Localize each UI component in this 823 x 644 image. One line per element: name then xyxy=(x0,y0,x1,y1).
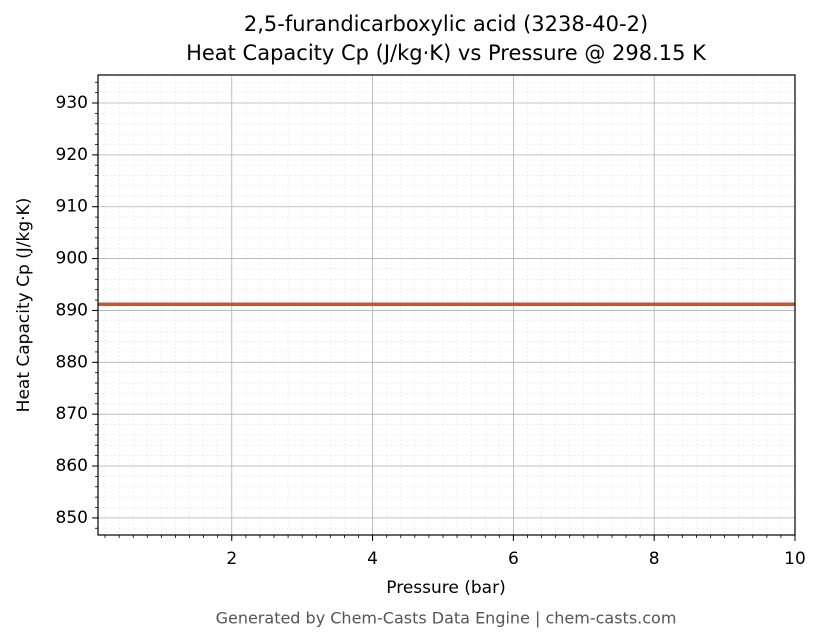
footer: Generated by Chem-Casts Data Engine | ch… xyxy=(216,609,677,628)
y-tick-label: 850 xyxy=(56,508,88,528)
y-tick-label: 870 xyxy=(56,404,88,424)
y-tick-label: 880 xyxy=(56,352,88,372)
chart-title: 2,5-furandicarboxylic acid (3238-40-2) xyxy=(244,12,648,36)
x-tick-label: 4 xyxy=(367,549,378,569)
y-tick-label: 910 xyxy=(56,197,88,217)
y-tick-label: 890 xyxy=(56,300,88,320)
x-tick-label: 2 xyxy=(226,549,237,569)
x-tick-label: 6 xyxy=(508,549,519,569)
y-tick-label: 920 xyxy=(56,145,88,165)
y-tick-label: 930 xyxy=(56,93,88,113)
y-tick-label: 860 xyxy=(56,456,88,476)
plot-frame xyxy=(97,74,796,536)
x-axis-label: Pressure (bar) xyxy=(386,578,505,598)
y-tick-label: 900 xyxy=(56,249,88,269)
x-tick-label: 10 xyxy=(784,549,806,569)
chart-subtitle: Heat Capacity Cp (J/kg·K) vs Pressure @ … xyxy=(186,41,707,65)
x-tick-label: 8 xyxy=(649,549,660,569)
y-axis-label: Heat Capacity Cp (J/kg·K) xyxy=(14,198,34,413)
